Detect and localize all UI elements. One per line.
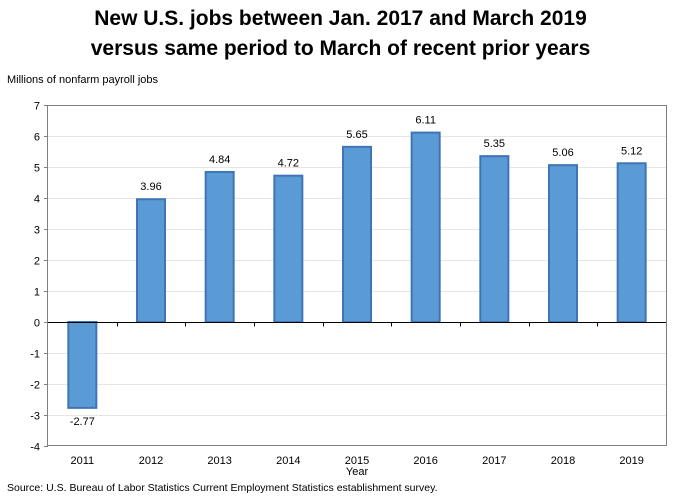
- x-tick-label: 2012: [139, 455, 163, 467]
- x-tick-label: 2014: [276, 455, 300, 467]
- x-tick-label: 2019: [619, 455, 643, 467]
- x-tick-label: 2016: [413, 455, 437, 467]
- y-tick-label: -3: [30, 411, 40, 423]
- y-tick-label: -1: [30, 349, 40, 361]
- data-label: 4.84: [209, 154, 230, 166]
- y-axis-label: Millions of nonfarm payroll jobs: [7, 74, 159, 86]
- data-label: 5.12: [621, 145, 642, 157]
- chart-title-line-1: New U.S. jobs between Jan. 2017 and Marc…: [94, 7, 587, 30]
- x-axis-ticks: 2011 2012 2013 2014 2015 2016 2017 2018 2019: [71, 322, 644, 467]
- source-note: Source: U.S. Bureau of Labor Statistics …: [7, 482, 438, 494]
- bar-2011: [67, 321, 98, 409]
- y-tick-label: 0: [34, 318, 40, 330]
- data-label: 3.96: [140, 181, 161, 193]
- plot-area-border: [47, 105, 667, 446]
- bar-2014: [273, 174, 304, 323]
- x-tick-label: 2015: [345, 455, 369, 467]
- bar-2016: [410, 131, 441, 323]
- data-labels: -2.77 3.96 4.84 4.72 5.65 6.11 5.35 5.06 5.12: [70, 115, 643, 428]
- y-tick-label: 4: [34, 194, 40, 206]
- data-label: 5.06: [552, 147, 573, 159]
- data-label: 4.72: [278, 158, 299, 170]
- y-tick-label: -4: [30, 442, 40, 454]
- x-tick-label: 2018: [551, 455, 575, 467]
- y-tick-label: 3: [34, 225, 40, 237]
- y-tick-label: 6: [34, 132, 40, 144]
- y-tick-label: 1: [34, 287, 40, 299]
- y-tick-label: 5: [34, 163, 40, 175]
- x-axis-label: Year: [346, 466, 369, 478]
- bar-2012: [136, 198, 166, 324]
- y-tick-label: 2: [34, 256, 40, 268]
- y-tick-label: -2: [30, 380, 40, 392]
- y-axis-ticks: -4 -3 -2 -1 0 1 2 3 4 5 6 7: [30, 101, 48, 454]
- bars: [67, 131, 647, 409]
- bar-2019: [616, 162, 647, 323]
- chart-title: New U.S. jobs between Jan. 2017 and Marc…: [0, 4, 681, 64]
- data-label: 6.11: [415, 115, 436, 127]
- bar-2013: [204, 170, 235, 323]
- data-label: 5.35: [484, 138, 505, 150]
- chart-title-line-2: versus same period to March of recent pr…: [90, 37, 591, 60]
- bar-2018: [548, 164, 578, 323]
- bar-2015: [342, 145, 372, 323]
- x-tick-label: 2013: [207, 455, 231, 467]
- y-tick-label: 7: [34, 101, 40, 113]
- x-tick-label: 2011: [71, 455, 95, 467]
- data-label: -2.77: [70, 416, 95, 428]
- x-tick-label: 2017: [482, 455, 506, 467]
- bar-2017: [479, 155, 510, 323]
- data-label: 5.65: [346, 129, 367, 141]
